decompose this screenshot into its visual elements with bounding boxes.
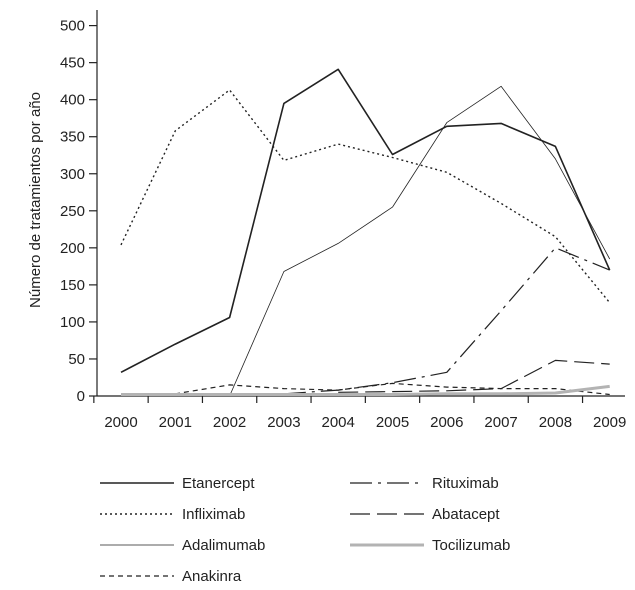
y-tick-label: 50 (68, 351, 85, 368)
legend-label-anakinra: Anakinra (182, 568, 242, 585)
axes (96, 10, 625, 397)
y-tick-label: 150 (60, 277, 85, 294)
x-tick-label: 2002 (213, 414, 246, 431)
series-line-abatacept (338, 359, 610, 393)
legend-label-tocilizumab: Tocilizumab (432, 537, 510, 554)
legend-label-etanercept: Etanercept (182, 475, 255, 492)
series-line-infliximab (120, 89, 611, 304)
y-tick-label: 400 (60, 92, 85, 109)
x-tick-label: 2008 (539, 414, 572, 431)
y-tick-label: 0 (77, 388, 85, 405)
series-lines (120, 68, 611, 397)
x-ticks: 2000 2001 2002 2003 2004 2005 2006 2007 2008 2009 (93, 396, 626, 431)
y-tick-label: 350 (60, 129, 85, 146)
series-line-rituximab (283, 247, 610, 395)
x-tick-label: 2004 (322, 414, 355, 431)
legend-label-infliximab: Infliximab (182, 506, 245, 523)
y-tick-label: 300 (60, 166, 85, 183)
legend: Etanercept Infliximab Adalimumab Anakinra Ri… (100, 475, 510, 585)
y-axis-title: Número de tratamientos por año (27, 92, 44, 308)
x-tick-label: 2001 (159, 414, 192, 431)
x-tick-label: 2006 (430, 414, 463, 431)
y-tick-label: 250 (60, 203, 85, 220)
x-tick-label: 2007 (484, 414, 517, 431)
x-tick-label: 2005 (376, 414, 409, 431)
y-tick-label: 450 (60, 55, 85, 72)
y-tick-label: 100 (60, 314, 85, 331)
series-line-etanercept (120, 68, 611, 374)
x-tick-label: 2009 (593, 414, 626, 431)
x-tick-label: 2003 (267, 414, 300, 431)
y-ticks: 0 50 100 150 200 250 300 350 400 450 500 (60, 18, 97, 405)
legend-label-rituximab: Rituximab (432, 475, 499, 492)
y-tick-label: 500 (60, 18, 85, 35)
legend-label-abatacept: Abatacept (432, 506, 500, 523)
x-tick-label: 2000 (104, 414, 137, 431)
series-line-tocilizumab (121, 384, 610, 396)
series-line-adalimumab (229, 85, 611, 397)
legend-label-adalimumab: Adalimumab (182, 537, 265, 554)
y-tick-label: 200 (60, 240, 85, 257)
